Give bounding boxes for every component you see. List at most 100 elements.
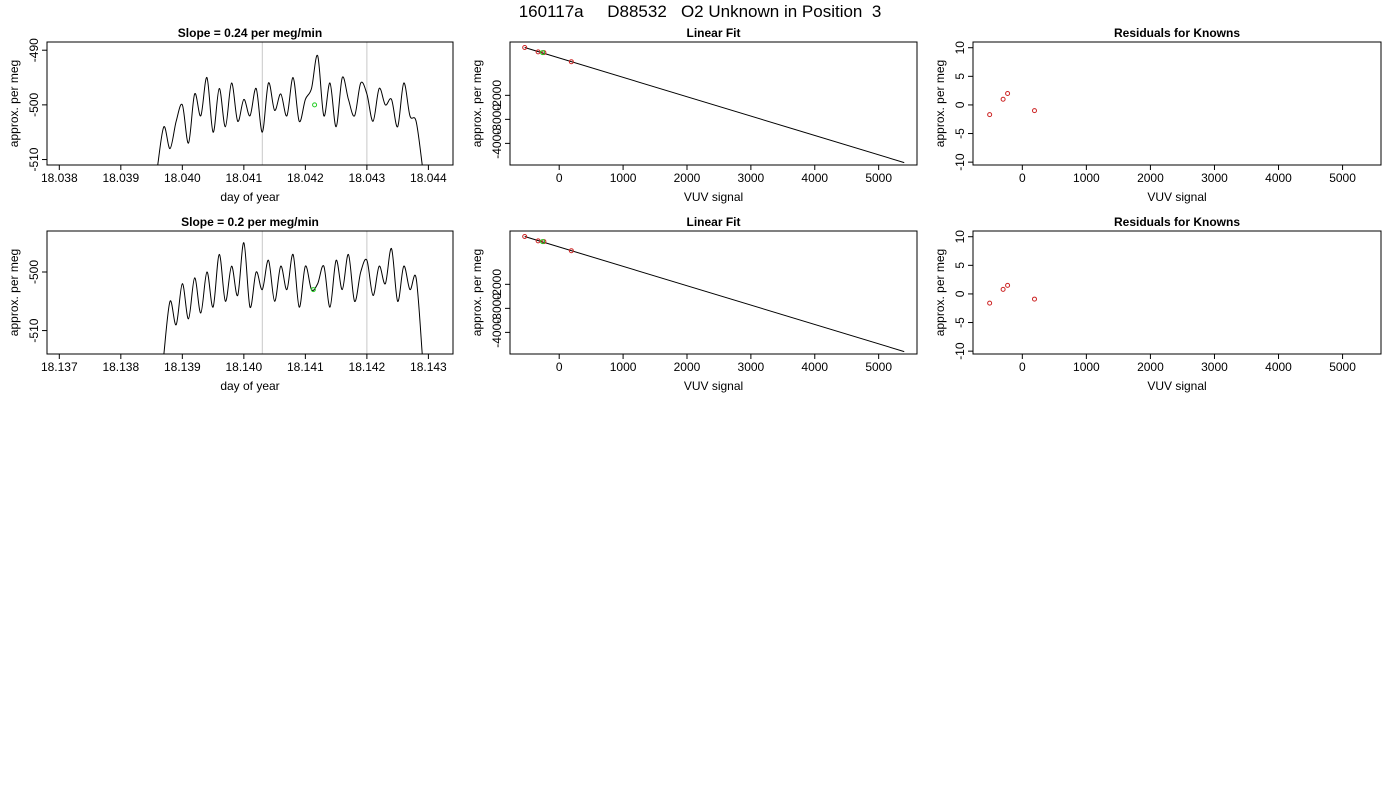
x-tick-label: 1000 [610, 360, 637, 374]
y-tick-label: -4000 [490, 317, 504, 348]
x-tick-label: 18.042 [287, 171, 324, 185]
plot-area [987, 282, 1037, 306]
y-tick-label: 0 [953, 290, 967, 297]
x-tick-label: 18.139 [164, 360, 201, 374]
plot-area [987, 90, 1037, 118]
known-point [522, 234, 528, 240]
chart-panel-1: Slope = 0.24 per meg/min 18.038 18.039 18.0… [7, 26, 454, 204]
y-tick-label: -3000 [490, 293, 504, 324]
chart-panel-4: Slope = 0.2 per meg/min 18.137 18.138 18.13… [7, 215, 454, 393]
x-tick-label: 0 [1019, 360, 1026, 374]
y-axis-label: approx. per meg [933, 249, 947, 336]
plot-frame [46, 230, 454, 355]
x-axis-label: day of year [220, 379, 279, 393]
x-axis-label: VUV signal [1147, 379, 1206, 393]
x-tick-label: 2000 [1137, 171, 1164, 185]
chart-title: Slope = 0.2 per meg/min [181, 215, 319, 229]
y-tick-label: -3000 [490, 104, 504, 135]
fit-line [524, 47, 905, 164]
y-tick-label: -4000 [490, 128, 504, 159]
x-tick-label: 18.140 [225, 360, 262, 374]
x-tick-label: 0 [1019, 171, 1026, 185]
x-tick-label: 18.142 [349, 360, 386, 374]
y-tick-label: -5 [953, 128, 967, 139]
x-tick-label: 1000 [610, 171, 637, 185]
y-tick-label: -510 [27, 318, 41, 342]
x-tick-label: 4000 [1265, 360, 1292, 374]
y-tick-label: -510 [27, 147, 41, 171]
x-tick-label: 18.143 [410, 360, 447, 374]
residual-point [1005, 282, 1011, 288]
x-tick-label: 5000 [865, 360, 892, 374]
x-tick-label: 1000 [1073, 171, 1100, 185]
x-tick-label: 1000 [1073, 360, 1100, 374]
chart-title: Linear Fit [686, 215, 740, 229]
fit-line [524, 236, 905, 353]
chart-panel-3: Residuals for Knowns 0 1000 2000 3000 4000 500… [933, 26, 1382, 204]
x-tick-label: 18.141 [287, 360, 324, 374]
plot-area [163, 242, 423, 354]
x-tick-label: 18.137 [41, 360, 78, 374]
y-tick-label: 10 [953, 41, 967, 55]
y-tick-label: 5 [953, 73, 967, 80]
x-tick-label: 2000 [674, 360, 701, 374]
known-point [568, 248, 574, 254]
x-tick-label: 5000 [1329, 360, 1356, 374]
known-point [568, 59, 574, 65]
y-tick-label: 5 [953, 262, 967, 269]
y-axis-label: approx. per meg [7, 60, 21, 147]
residual-point [1000, 286, 1006, 292]
chart-panel-2: Linear Fit 0 1000 2000 3000 4000 5000 -2000-300… [470, 26, 918, 204]
y-tick-label: 10 [953, 230, 967, 244]
x-axis-label: day of year [220, 190, 279, 204]
plot-frame [509, 41, 918, 166]
x-tick-label: 18.138 [102, 360, 139, 374]
figure-title: 160117a D88532 O2 Unknown in Position 3 [518, 2, 882, 21]
plot-area [157, 54, 423, 165]
residual-point [987, 300, 993, 306]
x-tick-label: 3000 [738, 171, 765, 185]
x-tick-label: 4000 [801, 171, 828, 185]
x-tick-label: 0 [556, 171, 563, 185]
unknown-point [540, 239, 546, 245]
y-tick-label: -2000 [490, 269, 504, 300]
x-tick-label: 0 [556, 360, 563, 374]
y-tick-label: -2000 [490, 80, 504, 111]
chart-title: Residuals for Knowns [1114, 26, 1240, 40]
y-tick-label: -5 [953, 317, 967, 328]
x-tick-label: 3000 [738, 360, 765, 374]
x-tick-label: 5000 [1329, 171, 1356, 185]
known-point [535, 238, 541, 244]
plot-frame [972, 230, 1382, 355]
residual-point [1005, 90, 1011, 96]
plot-frame [46, 41, 454, 166]
x-tick-label: 2000 [674, 171, 701, 185]
plot-frame [972, 41, 1382, 166]
residual-point [1000, 96, 1006, 102]
y-axis-label: approx. per meg [7, 249, 21, 336]
x-tick-label: 18.041 [225, 171, 262, 185]
y-tick-label: 0 [953, 101, 967, 108]
y-tick-label: -490 [27, 38, 41, 62]
chart-title: Residuals for Knowns [1114, 215, 1240, 229]
plot-area [522, 45, 905, 164]
y-tick-label: -10 [953, 153, 967, 171]
known-point [535, 49, 541, 55]
data-series-line [163, 242, 423, 354]
residual-point [1031, 108, 1037, 114]
x-tick-label: 18.039 [102, 171, 139, 185]
data-point-marker [310, 287, 316, 293]
y-axis-label: approx. per meg [470, 249, 484, 336]
x-tick-label: 18.040 [164, 171, 201, 185]
x-axis-label: VUV signal [684, 190, 743, 204]
chart-title: Linear Fit [686, 26, 740, 40]
x-tick-label: 3000 [1201, 360, 1228, 374]
x-tick-label: 4000 [1265, 171, 1292, 185]
y-tick-label: -500 [27, 260, 41, 284]
residual-point [1031, 296, 1037, 302]
chart-title: Slope = 0.24 per meg/min [178, 26, 322, 40]
x-tick-label: 5000 [865, 171, 892, 185]
plot-area [522, 234, 905, 353]
plot-frame [509, 230, 918, 355]
